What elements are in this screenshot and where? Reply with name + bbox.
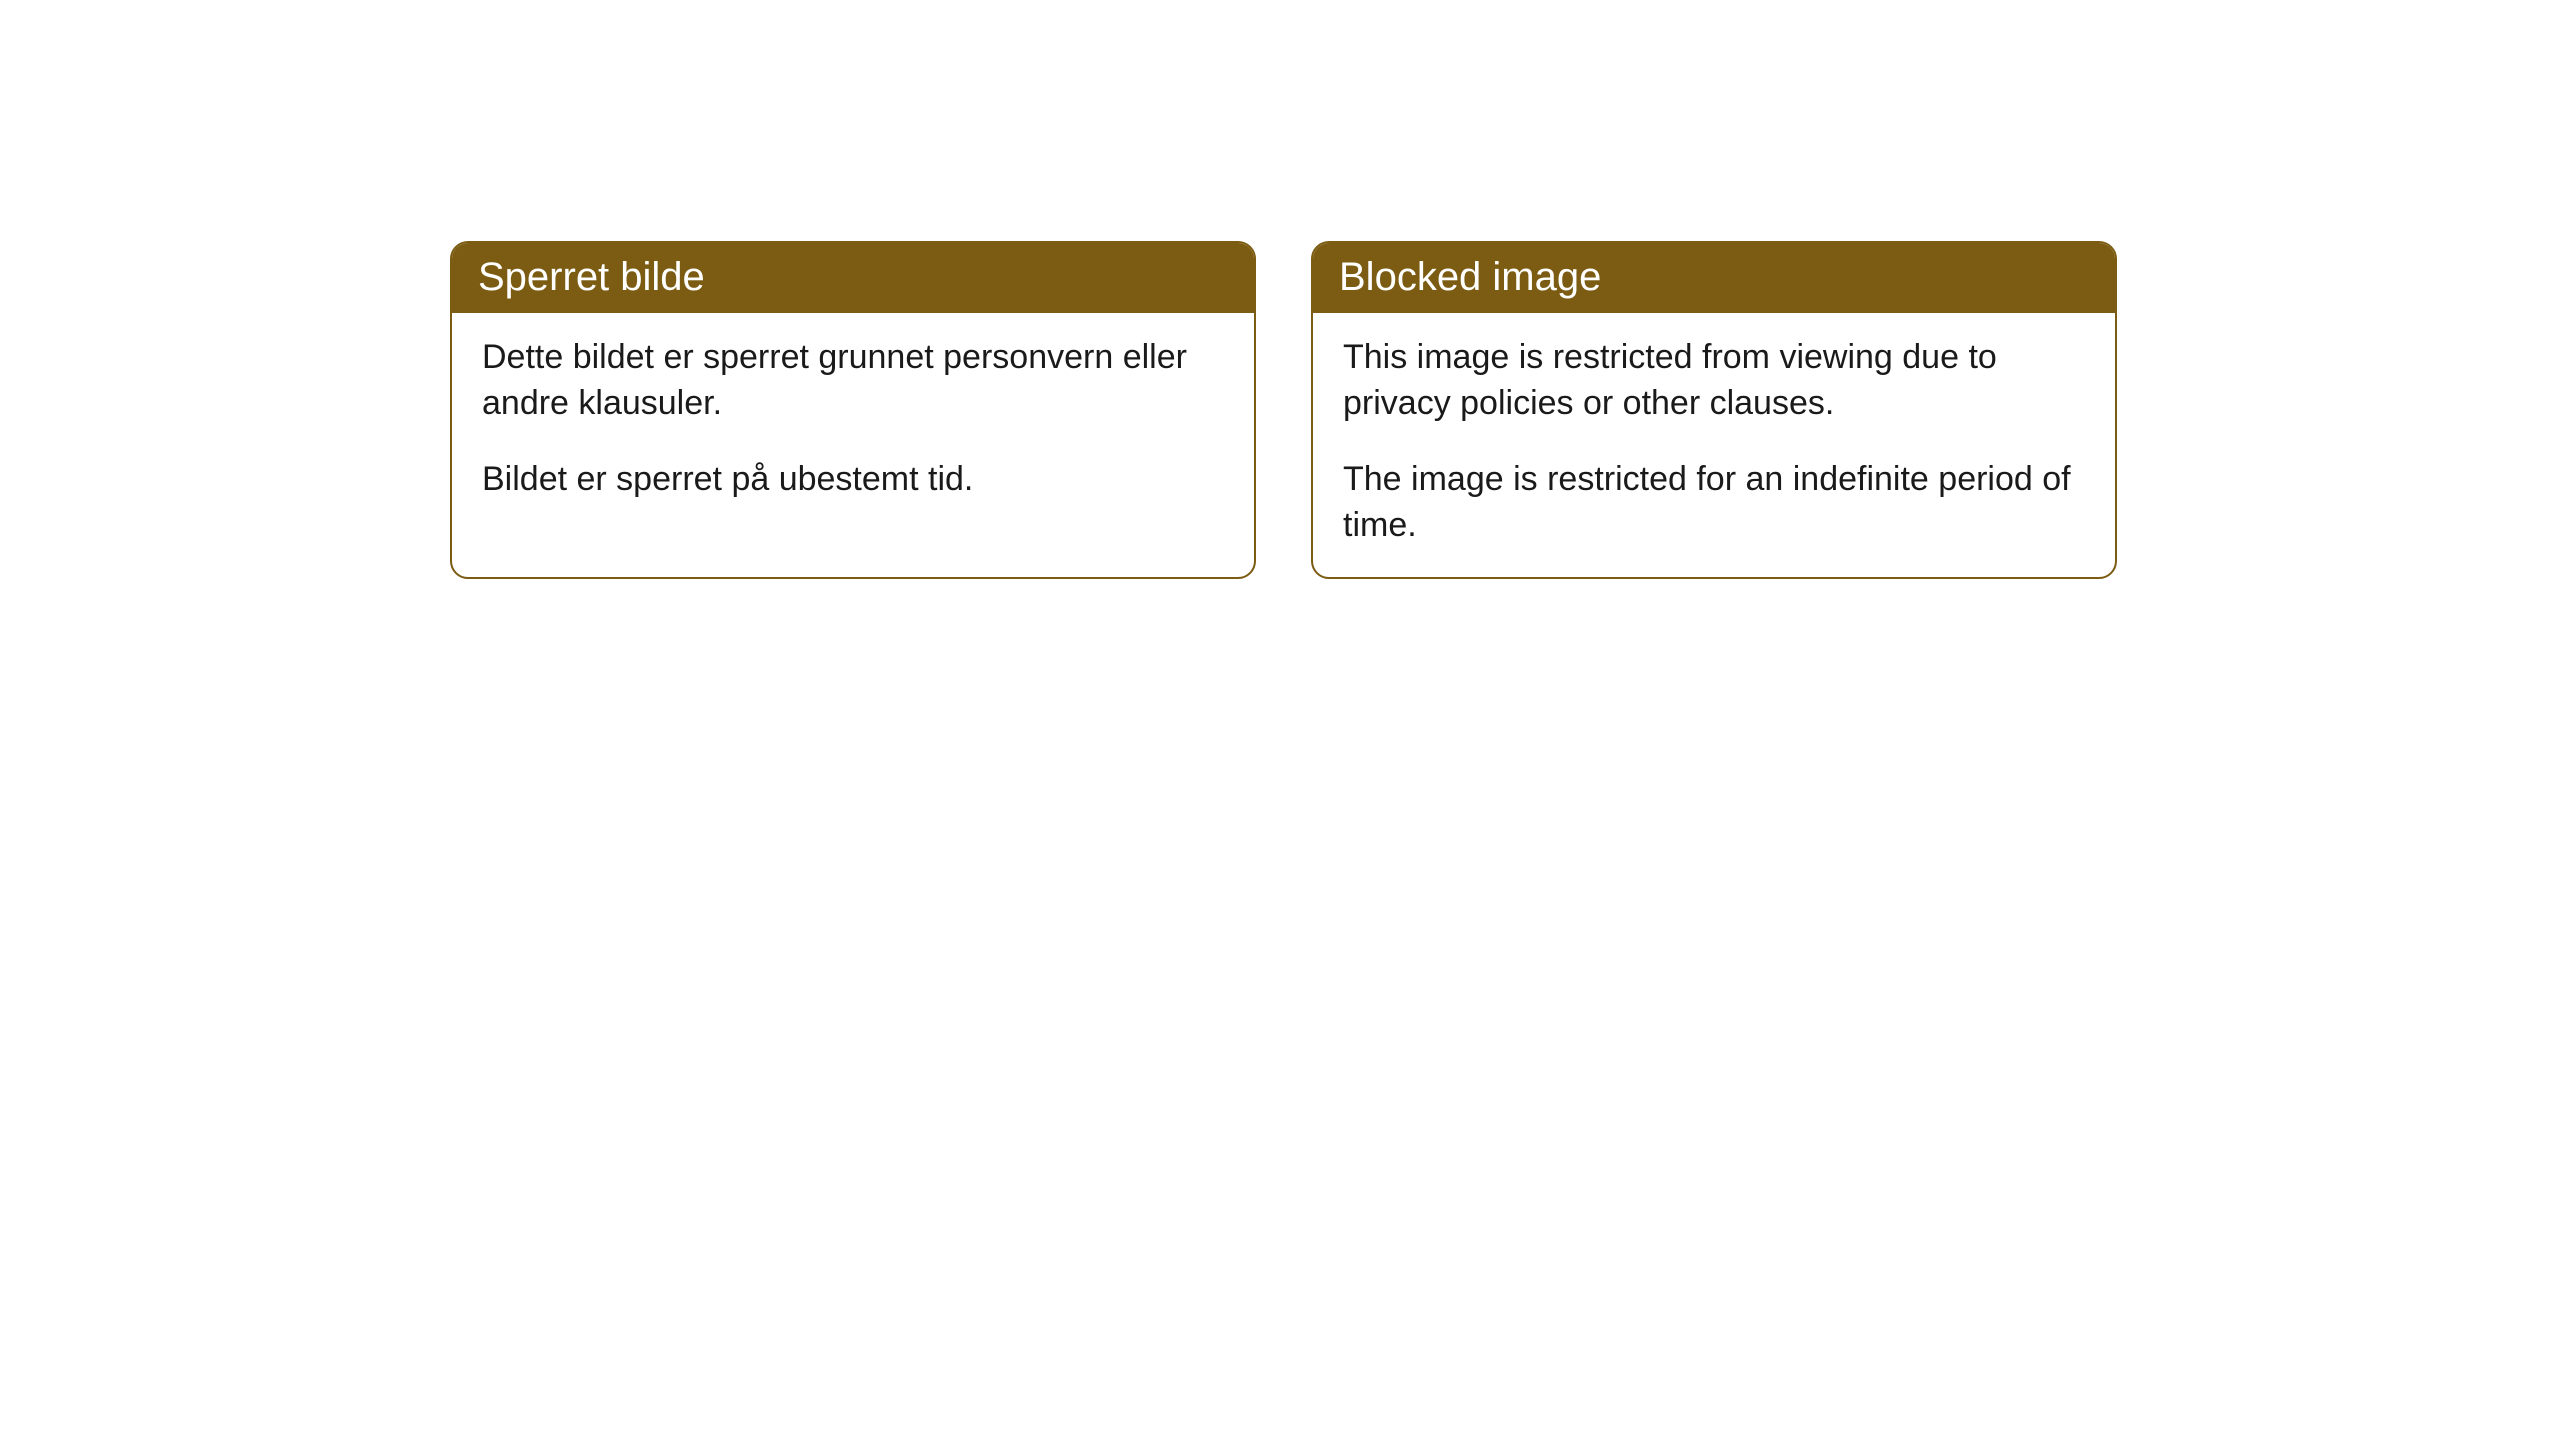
card-title: Sperret bilde <box>478 255 705 299</box>
card-paragraph: Bildet er sperret på ubestemt tid. <box>482 457 1224 503</box>
card-paragraph: The image is restricted for an indefinit… <box>1343 457 2085 549</box>
card-header: Blocked image <box>1313 243 2115 313</box>
notice-card-norwegian: Sperret bilde Dette bildet er sperret gr… <box>450 241 1256 579</box>
card-paragraph: This image is restricted from viewing du… <box>1343 335 2085 427</box>
card-title: Blocked image <box>1339 255 1601 299</box>
card-header: Sperret bilde <box>452 243 1254 313</box>
card-paragraph: Dette bildet er sperret grunnet personve… <box>482 335 1224 427</box>
card-body: Dette bildet er sperret grunnet personve… <box>452 313 1254 543</box>
card-body: This image is restricted from viewing du… <box>1313 313 2115 579</box>
notice-card-english: Blocked image This image is restricted f… <box>1311 241 2117 579</box>
notice-container: Sperret bilde Dette bildet er sperret gr… <box>0 0 2560 579</box>
